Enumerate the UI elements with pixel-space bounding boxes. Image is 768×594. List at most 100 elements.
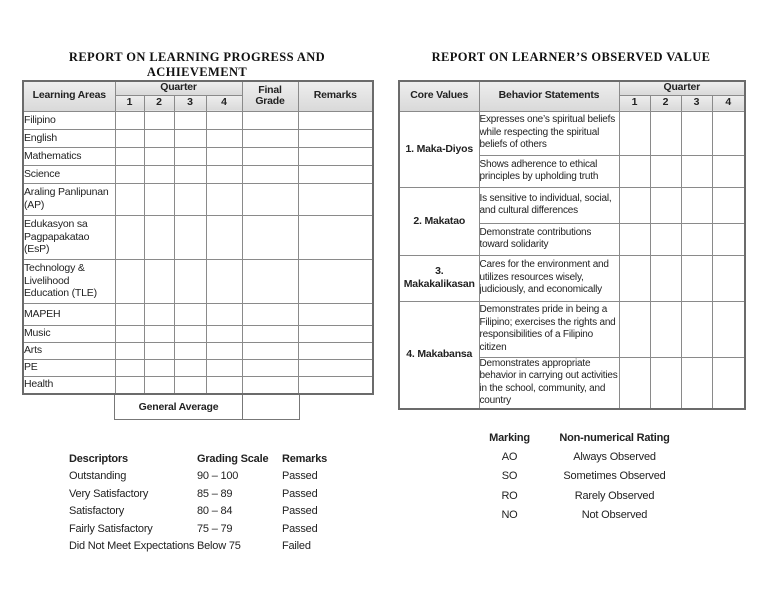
behavior-statement: Cares for the environment and utilizes r… — [478, 254, 620, 302]
rating-cell — [618, 154, 651, 188]
rating-cell — [618, 300, 651, 358]
descriptor: Did Not Meet Expectations — [69, 540, 195, 553]
grading-scale: 90 – 100 — [197, 470, 239, 483]
final-grade-cell — [241, 258, 299, 304]
table-row: Learning Areas Quarter Final Grade Remar… — [22, 80, 374, 112]
grading-scale-header: Grading Scale — [197, 452, 269, 465]
grade-cell — [114, 214, 145, 260]
table-row: English — [22, 128, 374, 148]
quarter-2-header: 2 — [143, 94, 175, 112]
grade-cell — [114, 302, 145, 326]
grade-cell — [205, 128, 243, 148]
grade-cell — [173, 164, 207, 184]
grade-cell — [114, 110, 145, 130]
grade-cell — [143, 128, 175, 148]
table-row: Satisfactory 80 – 84 Passed — [69, 503, 362, 521]
final-grade-header: Final Grade — [241, 80, 299, 112]
rating-cell — [649, 356, 682, 410]
observed-values-table: Core Values Behavior Statements Quarter … — [398, 80, 746, 410]
final-grade-cell — [241, 341, 299, 360]
remark: Passed — [282, 522, 318, 535]
rating-label: Not Observed — [581, 508, 648, 521]
table-row: Fairly Satisfactory 75 – 79 Passed — [69, 520, 362, 538]
table-row: MAPEH — [22, 302, 374, 326]
rating-cell — [711, 154, 746, 188]
grade-cell — [205, 146, 243, 166]
behavior-statement: Is sensitive to individual, social, and … — [478, 186, 620, 224]
table-row: Mathematics — [22, 146, 374, 166]
descriptor-legend: Descriptors Grading Scale Remarks Outsta… — [69, 450, 362, 555]
remarks-cell — [297, 302, 374, 326]
right-report-title: REPORT ON LEARNER’S OBSERVED VALUE — [431, 50, 711, 64]
learning-area-label: Science — [22, 164, 116, 184]
grading-scale: Below 75 — [197, 540, 241, 553]
general-average-row: General Average — [114, 395, 374, 420]
marking-code: SO — [501, 470, 518, 483]
rating-cell — [711, 300, 746, 358]
table-row: Filipino — [22, 110, 374, 130]
grade-cell — [205, 214, 243, 260]
grade-cell — [143, 302, 175, 326]
learning-area-label: PE — [22, 358, 116, 377]
table-row: 1 2 3 4 — [399, 94, 746, 112]
grade-cell — [205, 258, 243, 304]
table-row: 2. Makatao Is sensitive to individual, s… — [398, 186, 746, 256]
rating-label: Sometimes Observed — [563, 470, 666, 483]
grade-cell — [114, 358, 145, 377]
grade-cell — [205, 341, 243, 360]
core-values-header: Core Values — [398, 80, 480, 112]
grade-cell — [143, 146, 175, 166]
rating-cell — [711, 356, 746, 410]
learning-area-label: English — [22, 128, 116, 148]
grade-cell — [205, 164, 243, 184]
quarter-2-header: 2 — [649, 94, 682, 112]
grade-cell — [114, 324, 145, 343]
observed-values-section: Core Values Behavior Statements Quarter … — [398, 80, 746, 410]
remarks-cell — [297, 258, 374, 304]
grade-cell — [114, 146, 145, 166]
learning-area-label: Edukasyon sa Pagpapakatao (EsP) — [22, 214, 116, 260]
learning-area-label: Technology & Livelihood Education (TLE) — [22, 258, 116, 304]
grade-cell — [143, 358, 175, 377]
core-value-label: 3. Makakalikasan — [398, 254, 480, 302]
rating-cell — [649, 186, 682, 224]
table-row: Science — [22, 164, 374, 184]
rating-header: Non-numerical Rating — [559, 431, 670, 444]
behavior-statement: Shows adherence to ethical principles by… — [478, 154, 620, 188]
grade-cell — [205, 302, 243, 326]
rating-cell — [618, 356, 651, 410]
rating-cell — [680, 254, 713, 302]
remark: Passed — [282, 487, 318, 500]
learning-area-label: Filipino — [22, 110, 116, 130]
quarter-4-header: 4 — [205, 94, 243, 112]
final-grade-cell — [241, 324, 299, 343]
behavior-statements-header: Behavior Statements — [478, 80, 620, 112]
rating-cell — [649, 110, 682, 156]
rating-cell — [618, 110, 651, 156]
rating-cell — [711, 254, 746, 302]
grade-cell — [173, 358, 207, 377]
table-row: Araling Panlipunan (AP) — [22, 182, 374, 216]
learning-areas-header: Learning Areas — [22, 80, 116, 112]
rating-cell — [680, 356, 713, 410]
rating-cell — [680, 110, 713, 156]
quarter-3-header: 3 — [173, 94, 207, 112]
rating-cell — [680, 154, 713, 188]
table-row: Music — [22, 324, 374, 343]
table-row: 3. Makakalikasan Cares for the environme… — [398, 254, 746, 302]
grades-table: Learning Areas Quarter Final Grade Remar… — [22, 80, 374, 395]
behavior-statement: Demonstrates appropriate behavior in car… — [478, 356, 620, 410]
grade-cell — [114, 375, 145, 395]
rating-cell — [649, 254, 682, 302]
grade-cell — [114, 182, 145, 216]
table-row: Outstanding 90 – 100 Passed — [69, 468, 362, 486]
grade-cell — [173, 258, 207, 304]
grade-cell — [173, 110, 207, 130]
grade-cell — [173, 302, 207, 326]
table-row: Core Values Behavior Statements Quarter — [398, 80, 746, 112]
grading-scale: 85 – 89 — [197, 487, 233, 500]
table-row: 4. Makabansa Demonstrates pride in being… — [398, 300, 746, 410]
final-grade-cell — [241, 302, 299, 326]
learning-area-label: Araling Panlipunan (AP) — [22, 182, 116, 216]
marking-code: RO — [501, 489, 518, 502]
